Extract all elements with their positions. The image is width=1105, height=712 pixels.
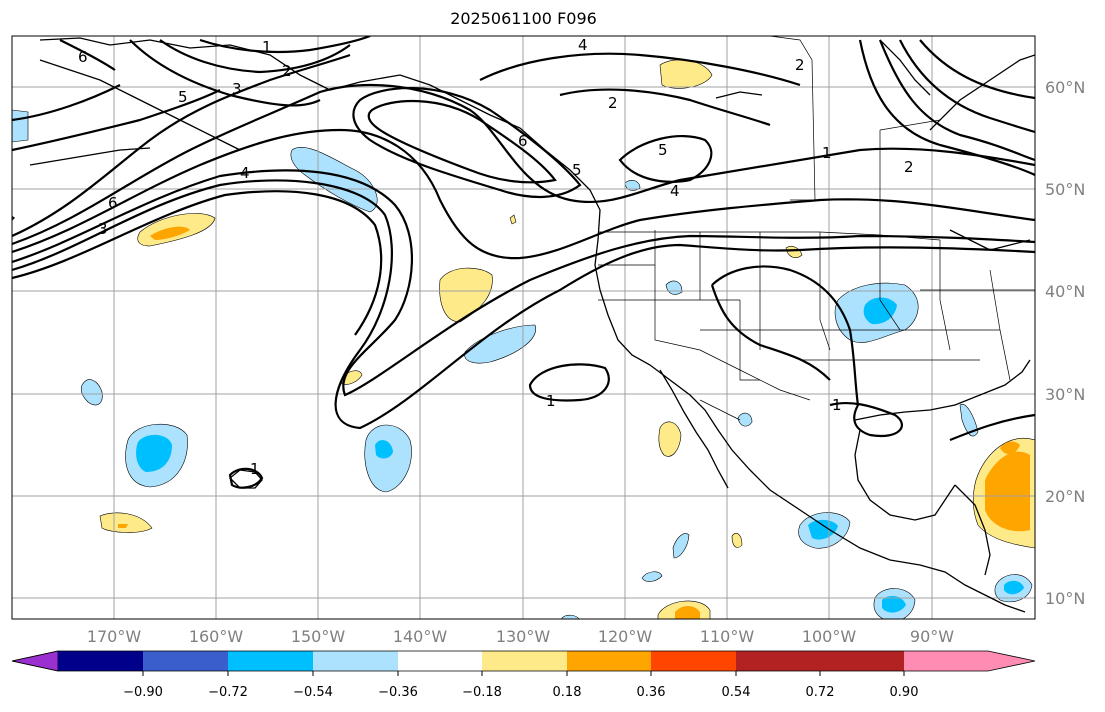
contour-label: 4 bbox=[578, 36, 588, 54]
contour-label: 2 bbox=[795, 56, 805, 74]
lon-label: 120°W bbox=[598, 627, 653, 646]
contour-label: 5 bbox=[658, 141, 668, 159]
lat-label: 10°N bbox=[1045, 589, 1085, 608]
contour-label: 3 bbox=[232, 80, 242, 98]
contour-label: 5 bbox=[572, 161, 582, 179]
contour-label: 6 bbox=[518, 132, 528, 150]
contour-label: 6 bbox=[78, 48, 88, 66]
contour-label: 1 bbox=[822, 144, 832, 162]
contour-label-group: 1 2 3 5 6 4 2 2 5 5 6 4 4 6 3 2 1 1 1 1 bbox=[78, 36, 914, 478]
colorbar-segment bbox=[820, 651, 904, 671]
lat-label: 30°N bbox=[1045, 385, 1085, 404]
colorbar-segment bbox=[482, 651, 567, 671]
lon-label: 130°W bbox=[496, 627, 551, 646]
map-title: 2025061100 F096 bbox=[450, 9, 597, 28]
contour-label: 2 bbox=[608, 94, 618, 112]
colorbar: −0.90 −0.72 −0.54 −0.36 −0.18 0.18 0.36 … bbox=[11, 650, 1036, 700]
lon-label: 110°W bbox=[700, 627, 755, 646]
colorbar-tick-label: −0.72 bbox=[208, 685, 248, 700]
colorbar-segment bbox=[58, 651, 143, 671]
colorbar-segment bbox=[651, 651, 736, 671]
colorbar-segment bbox=[228, 651, 313, 671]
colorbar-tick-label: 0.36 bbox=[637, 685, 666, 700]
shaded-field bbox=[12, 59, 1035, 619]
lon-label: 90°W bbox=[910, 627, 954, 646]
colorbar-tick-label: −0.18 bbox=[462, 685, 502, 700]
colorbar-extend-high bbox=[904, 651, 1035, 671]
map-frame bbox=[11, 35, 1036, 620]
contour-lines bbox=[12, 36, 1035, 489]
colorbar-segment bbox=[567, 651, 651, 671]
contour-label: 1 bbox=[250, 460, 260, 478]
colorbar-ticks bbox=[142, 671, 905, 676]
lat-label: 40°N bbox=[1045, 282, 1085, 301]
colorbar-extend-low bbox=[11, 650, 59, 672]
colorbar-tick-label: 0.72 bbox=[806, 685, 835, 700]
colorbar-tick-label: −0.36 bbox=[378, 685, 418, 700]
lon-label: 100°W bbox=[802, 627, 857, 646]
lat-label: 20°N bbox=[1045, 487, 1085, 506]
contour-label: 1 bbox=[262, 38, 272, 56]
contour-label: 5 bbox=[178, 88, 188, 106]
lat-label: 50°N bbox=[1045, 180, 1085, 199]
lon-label: 160°W bbox=[189, 627, 244, 646]
colorbar-tick-label: −0.90 bbox=[123, 685, 163, 700]
contour-label: 4 bbox=[240, 164, 250, 182]
contour-label: 6 bbox=[108, 194, 118, 212]
colorbar-segment bbox=[313, 651, 398, 671]
colorbar-tick-label: 0.54 bbox=[722, 685, 751, 700]
lon-label: 150°W bbox=[291, 627, 346, 646]
coastlines bbox=[12, 37, 1035, 613]
colorbar-segment bbox=[398, 651, 482, 671]
colorbar-segment bbox=[143, 651, 228, 671]
colorbar-tick-label: 0.18 bbox=[553, 685, 582, 700]
colorbar-tick-label: −0.54 bbox=[293, 685, 333, 700]
contour-label: 3 bbox=[98, 220, 108, 238]
contour-label: 1 bbox=[832, 396, 842, 414]
contour-label: 1 bbox=[546, 392, 556, 410]
longitude-labels: 170°W 160°W 150°W 140°W 130°W 120°W 110°… bbox=[87, 627, 954, 646]
contour-label: 4 bbox=[670, 182, 680, 200]
colorbar-tick-label: 0.90 bbox=[890, 685, 919, 700]
lat-label: 60°N bbox=[1045, 78, 1085, 97]
contour-label: 2 bbox=[282, 62, 292, 80]
contour-label: 2 bbox=[904, 158, 914, 176]
colorbar-segment bbox=[736, 651, 820, 671]
lon-label: 170°W bbox=[87, 627, 142, 646]
lon-label: 140°W bbox=[393, 627, 448, 646]
borders bbox=[598, 36, 1035, 421]
latitude-labels: 60°N 50°N 40°N 30°N 20°N 10°N bbox=[1045, 78, 1085, 608]
